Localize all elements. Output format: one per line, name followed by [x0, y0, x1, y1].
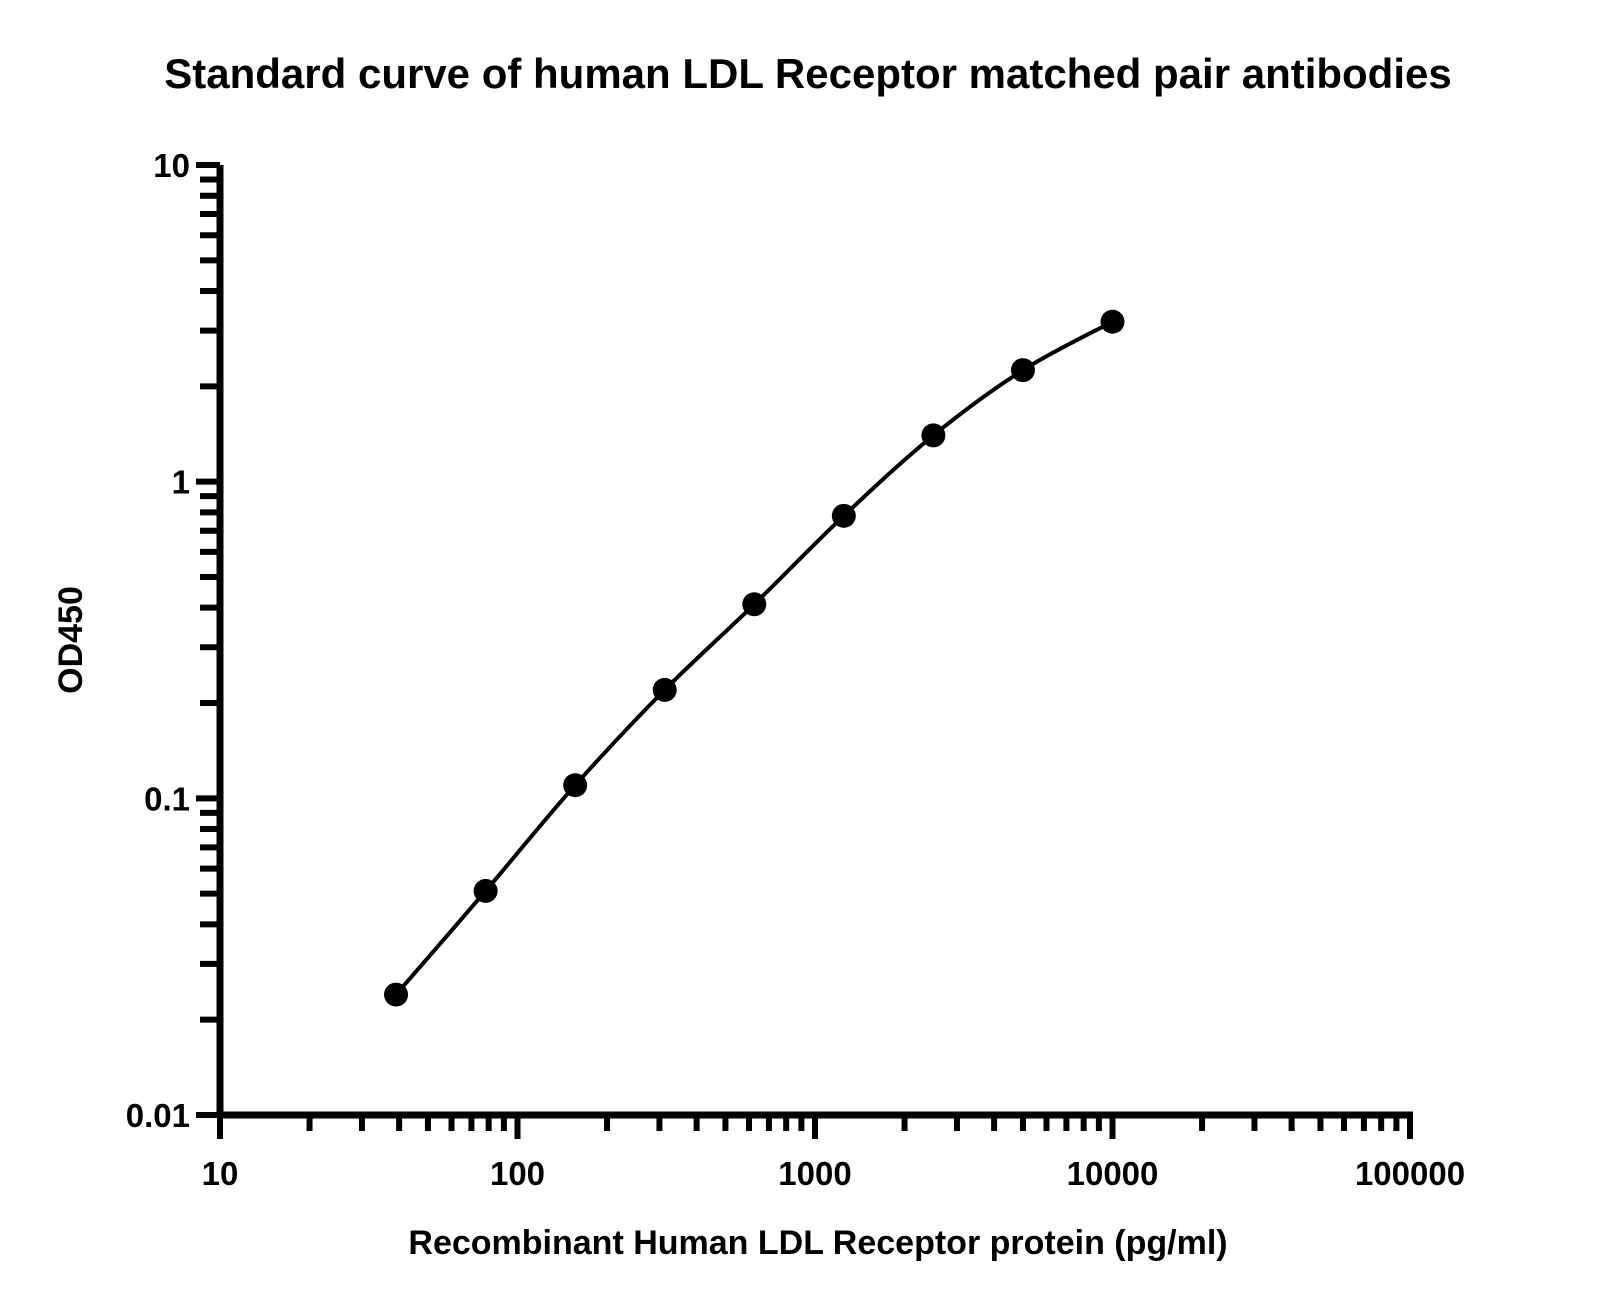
data-point	[563, 773, 588, 798]
y-tick-label: 0.01	[126, 1097, 190, 1134]
fit-curve	[394, 319, 1114, 996]
y-axis-label: OD450	[52, 586, 90, 694]
data-point	[1010, 358, 1035, 383]
y-tick-label: 1	[172, 464, 190, 501]
x-tick-label: 10000	[1067, 1155, 1159, 1192]
chart-title: Standard curve of human LDL Receptor mat…	[164, 50, 1451, 97]
axes	[216, 165, 1413, 1119]
data-point	[473, 878, 498, 903]
tick-labels: 0.01 0.1 1 10 10 100 1000 10000 100000	[126, 147, 1465, 1192]
data-point	[1100, 309, 1125, 334]
x-tick-label: 10	[202, 1155, 239, 1192]
x-tick-label: 1000	[778, 1155, 851, 1192]
x-tick-label: 100000	[1355, 1155, 1465, 1192]
data-point	[921, 423, 946, 448]
data-point	[831, 503, 856, 528]
data-point	[384, 982, 409, 1007]
x-axis-label: Recombinant Human LDL Receptor protein (…	[408, 1224, 1227, 1262]
y-tick-label: 10	[153, 147, 190, 184]
ticks	[196, 162, 1413, 1139]
y-tick-label: 0.1	[144, 780, 190, 817]
data-points	[384, 309, 1125, 1007]
data-point	[742, 592, 767, 617]
x-tick-label: 100	[490, 1155, 545, 1192]
data-point	[652, 677, 677, 702]
